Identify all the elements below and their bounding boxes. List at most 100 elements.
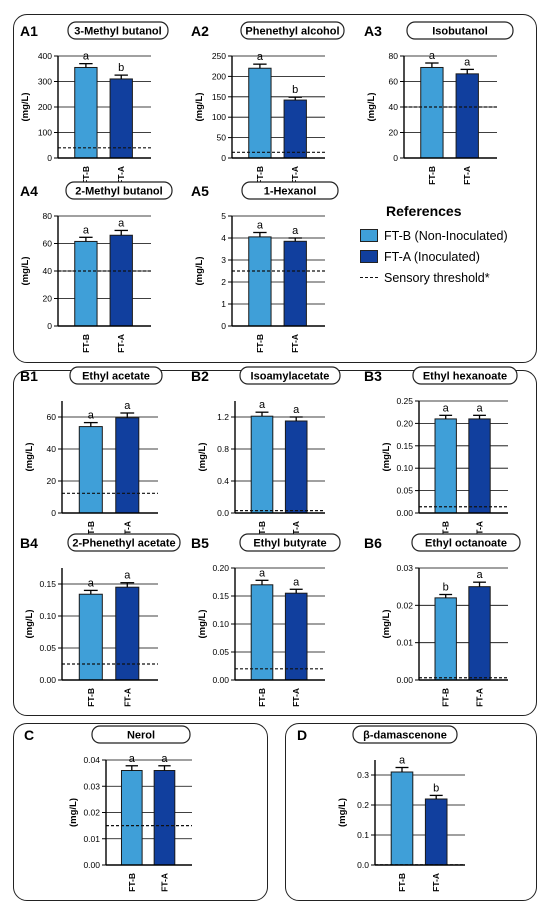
y-tick-label: 0.0 xyxy=(217,508,229,518)
significance-letter: b xyxy=(433,782,439,794)
y-tick-label: 0.20 xyxy=(212,563,229,573)
bar-ft-b xyxy=(390,771,414,866)
panel-group-d xyxy=(285,723,537,901)
title-pill-b3 xyxy=(412,366,518,385)
y-tick-label: 0.01 xyxy=(396,638,413,648)
y-axis-label: (mg/L) xyxy=(20,256,31,285)
title-pill-b6 xyxy=(411,533,521,552)
y-tick-label: 0.05 xyxy=(396,486,413,496)
y-tick-label: 0.01 xyxy=(83,834,100,844)
bar-ft-b xyxy=(434,418,457,514)
bar-ft-b xyxy=(420,66,444,159)
x-tick-label: FT-B xyxy=(127,873,137,892)
x-tick-label: FT-A xyxy=(475,688,485,707)
y-tick-label: 0 xyxy=(51,508,56,518)
title-pill-a4 xyxy=(65,181,173,200)
y-tick-label: 0.02 xyxy=(396,600,413,610)
title-pill-a1 xyxy=(67,21,169,40)
y-tick-label: 300 xyxy=(38,77,52,87)
bar-ft-b xyxy=(248,236,272,327)
y-tick-label: 5 xyxy=(221,211,226,221)
x-tick-label: FT-A xyxy=(122,688,132,707)
title-pill-c xyxy=(91,725,191,744)
significance-letter: a xyxy=(443,402,450,414)
y-tick-label: 0 xyxy=(221,153,226,163)
bar-ft-b xyxy=(434,597,457,681)
panel-label-b4: B4 xyxy=(20,535,38,551)
panel-label-b6: B6 xyxy=(364,535,382,551)
legend-item-fta: FT-A (Inoculated) xyxy=(360,246,545,267)
y-tick-label: 0.20 xyxy=(396,418,413,428)
y-tick-label: 0 xyxy=(221,321,226,331)
x-tick-label: FT-A xyxy=(431,873,441,892)
y-axis-label: (mg/L) xyxy=(194,92,205,121)
legend-item-ftb: FT-B (Non-Inoculated) xyxy=(360,225,545,246)
bar-ft-a xyxy=(109,78,133,159)
y-tick-label: 20 xyxy=(47,476,57,486)
bar-ft-a xyxy=(115,417,140,514)
x-tick-label: FT-A xyxy=(116,334,126,353)
significance-letter: a xyxy=(476,569,483,581)
chart-b5: B5 Ethyl butyrate 0.00 0.05 0.10 0.15 0.20 (mg/… xyxy=(191,533,341,707)
y-tick-label: 60 xyxy=(47,412,57,422)
chart-b1: B1 Ethyl acetate 0 20 40 60 (mg/L) a FT-B a FT-A xyxy=(20,366,163,540)
bar-ft-a xyxy=(109,234,133,327)
title-pill-d xyxy=(352,725,458,744)
y-axis-label: (mg/L) xyxy=(337,798,348,827)
significance-letter: a xyxy=(259,567,266,579)
x-tick-label: FT-A xyxy=(462,166,472,185)
x-tick-label: FT-A xyxy=(290,166,300,185)
y-tick-label: 60 xyxy=(43,239,53,249)
x-tick-label: FT-B xyxy=(441,688,451,707)
panel-label-b2: B2 xyxy=(191,368,209,384)
significance-letter: a xyxy=(83,224,90,236)
y-tick-label: 0 xyxy=(47,321,52,331)
bar-ft-a xyxy=(424,798,448,866)
significance-letter: a xyxy=(464,56,471,68)
panel-label-d: D xyxy=(297,727,307,743)
panel-label-a3: A3 xyxy=(364,23,382,39)
y-axis-label: (mg/L) xyxy=(24,609,35,638)
y-axis-label: (mg/L) xyxy=(24,442,35,471)
x-tick-label: FT-B xyxy=(257,688,267,707)
bar-ft-b xyxy=(120,770,143,866)
chart-b6: B6 Ethyl octanoate 0.00 0.01 0.02 0.03 (mg/L) b… xyxy=(364,533,521,707)
chart-b4: B4 2-Phenethyl acetate 0.00 0.05 0.10 0.15 (mg… xyxy=(20,533,181,707)
y-tick-label: 0.10 xyxy=(39,611,56,621)
y-tick-label: 0.03 xyxy=(83,781,100,791)
y-axis-label: (mg/L) xyxy=(194,256,205,285)
chart-b3: B3 Ethyl hexanoate 0.00 0.05 0.10 0.15 0.20 0.2… xyxy=(364,366,518,540)
title-pill-b1 xyxy=(69,366,163,385)
y-tick-label: 0.00 xyxy=(396,675,413,685)
x-tick-label: FT-A xyxy=(290,334,300,353)
panel-label-b3: B3 xyxy=(364,368,382,384)
title-pill-a2 xyxy=(240,21,345,40)
x-tick-label: FT-B xyxy=(81,334,91,353)
y-tick-label: 40 xyxy=(43,266,53,276)
title-pill-b2 xyxy=(239,366,341,385)
chart-a2: A2 Phenethyl alcohol 0 50 100 150 200 250 (mg/L)… xyxy=(191,21,345,185)
y-tick-label: 60 xyxy=(389,77,399,87)
x-tick-label: FT-A xyxy=(159,873,169,892)
y-tick-label: 2 xyxy=(221,277,226,287)
chart-title-a4: 2-Methyl butanol xyxy=(75,186,162,198)
significance-letter: a xyxy=(259,399,266,411)
y-axis-label: (mg/L) xyxy=(20,92,31,121)
y-tick-label: 0.00 xyxy=(212,675,229,685)
chart-title-c: Nerol xyxy=(127,730,155,742)
y-tick-label: 80 xyxy=(43,211,53,221)
bar-ft-a xyxy=(284,420,308,514)
y-tick-label: 200 xyxy=(212,71,226,81)
y-tick-label: 400 xyxy=(38,51,52,61)
bar-ft-b xyxy=(250,415,274,514)
panel-group-c xyxy=(13,723,268,901)
x-tick-label: FT-A xyxy=(122,521,132,540)
significance-letter: a xyxy=(257,220,264,232)
x-tick-label: FT-B xyxy=(397,873,407,892)
significance-letter: a xyxy=(124,570,131,582)
y-tick-label: 0.0 xyxy=(357,860,369,870)
title-pill-b5 xyxy=(239,533,341,552)
bar-ft-b xyxy=(78,426,103,514)
y-axis-label: (mg/L) xyxy=(68,798,79,827)
